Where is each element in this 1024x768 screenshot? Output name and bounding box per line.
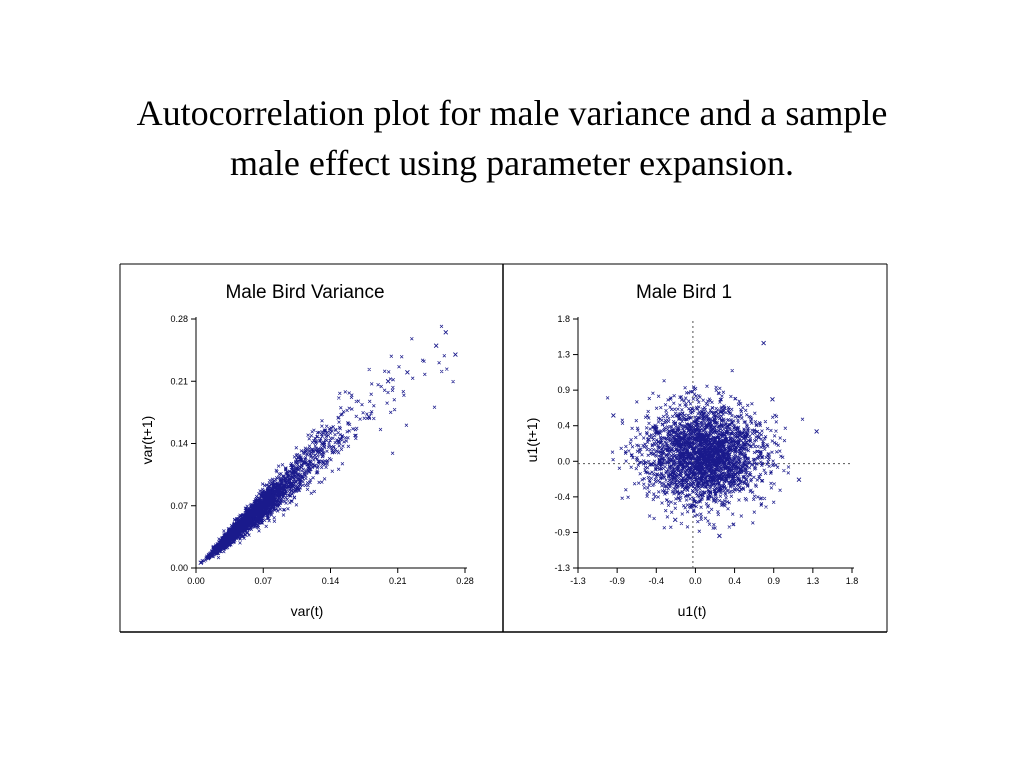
figure-frame [119, 263, 888, 633]
x-tick-label: 1.8 [846, 576, 859, 586]
x-tick-label: -0.4 [649, 576, 665, 586]
x-tick-label: 0.4 [728, 576, 741, 586]
y-tick-label: 0.07 [170, 501, 188, 511]
scatter-points [198, 324, 458, 565]
x-tick-label: 0.14 [322, 576, 340, 586]
scatter-point [672, 517, 678, 523]
y-tick-label: -1.3 [554, 563, 570, 573]
x-tick-label: 0.00 [187, 576, 205, 586]
scatter-point [646, 437, 652, 442]
scatter-cloud [199, 324, 455, 565]
scatter-point [796, 477, 802, 482]
y-tick-label: 0.9 [557, 385, 570, 395]
scatter-point [308, 450, 314, 455]
slide-title: Autocorrelation plot for male variance a… [62, 88, 962, 188]
scatter-point [270, 490, 276, 495]
x-tick-label: -1.3 [570, 576, 586, 586]
scatter-point [743, 477, 749, 482]
scatter-point [814, 429, 819, 434]
scatter-point [251, 516, 256, 522]
scatter-point [717, 533, 722, 539]
x-axis-label: u1(t) [678, 603, 707, 619]
y-tick-label: 0.00 [170, 563, 188, 573]
scatter-point [366, 414, 372, 420]
scatter-point [443, 330, 449, 335]
panel-male-bird-variance: Male Bird Variance var(t) var(t+1) 0.00 0… [139, 282, 474, 619]
y-tick-label: 0.4 [557, 421, 570, 431]
y-tick-label: -0.4 [554, 492, 570, 502]
scatter-point [699, 453, 705, 458]
slide-title-line-1: Autocorrelation plot for male variance a… [136, 93, 888, 133]
scatter-point [385, 378, 391, 384]
scatter-point [770, 397, 775, 402]
y-tick-label: 0.21 [170, 376, 188, 386]
axes: 0.00 0.07 0.14 0.21 0.28 0.00 0.07 0.14 0.21 0.28 [170, 314, 473, 586]
scatter-cloud [605, 368, 805, 534]
y-axis-label: var(t+1) [139, 416, 155, 465]
chart-title: Male Bird Variance [225, 282, 384, 303]
scatter-point [337, 436, 343, 442]
x-tick-label: 1.3 [807, 576, 820, 586]
slide-title-line-2: male effect using parameter expansion. [229, 143, 795, 183]
scatter-point [198, 560, 204, 565]
scatter-points [605, 340, 819, 539]
x-tick-label: -0.9 [609, 576, 625, 586]
y-tick-label: 1.3 [557, 350, 570, 360]
scatter-point [761, 340, 766, 346]
x-tick-label: 0.28 [456, 576, 474, 586]
scatter-point [405, 370, 410, 375]
y-axis-label: u1(t+1) [524, 418, 540, 463]
x-tick-label: 0.07 [254, 576, 272, 586]
axes: -1.3 -0.9 -0.4 0.0 0.4 0.9 1.3 1.8 -1.3 -0.9 -0.4 0… [554, 314, 858, 586]
y-tick-label: 0.0 [557, 456, 570, 466]
scatter-point [212, 548, 218, 554]
y-tick-label: 0.14 [170, 439, 188, 449]
x-tick-label: 0.9 [767, 576, 780, 586]
chart-title: Male Bird 1 [636, 282, 732, 303]
x-tick-label: 0.21 [389, 576, 407, 586]
y-tick-label: 1.8 [557, 314, 570, 324]
x-tick-label: 0.0 [689, 576, 702, 586]
y-tick-label: -0.9 [554, 527, 570, 537]
scatter-point [611, 413, 616, 418]
panel-male-bird-1: Male Bird 1 u1(t) u1(t+1) -1.3 -0.9 -0.4 0.… [524, 282, 858, 619]
scatter-point [289, 481, 295, 486]
scatter-point [232, 525, 237, 531]
scatter-point [453, 352, 458, 357]
y-tick-label: 0.28 [170, 314, 188, 324]
x-axis-label: var(t) [291, 603, 324, 619]
scatter-point [433, 343, 439, 348]
